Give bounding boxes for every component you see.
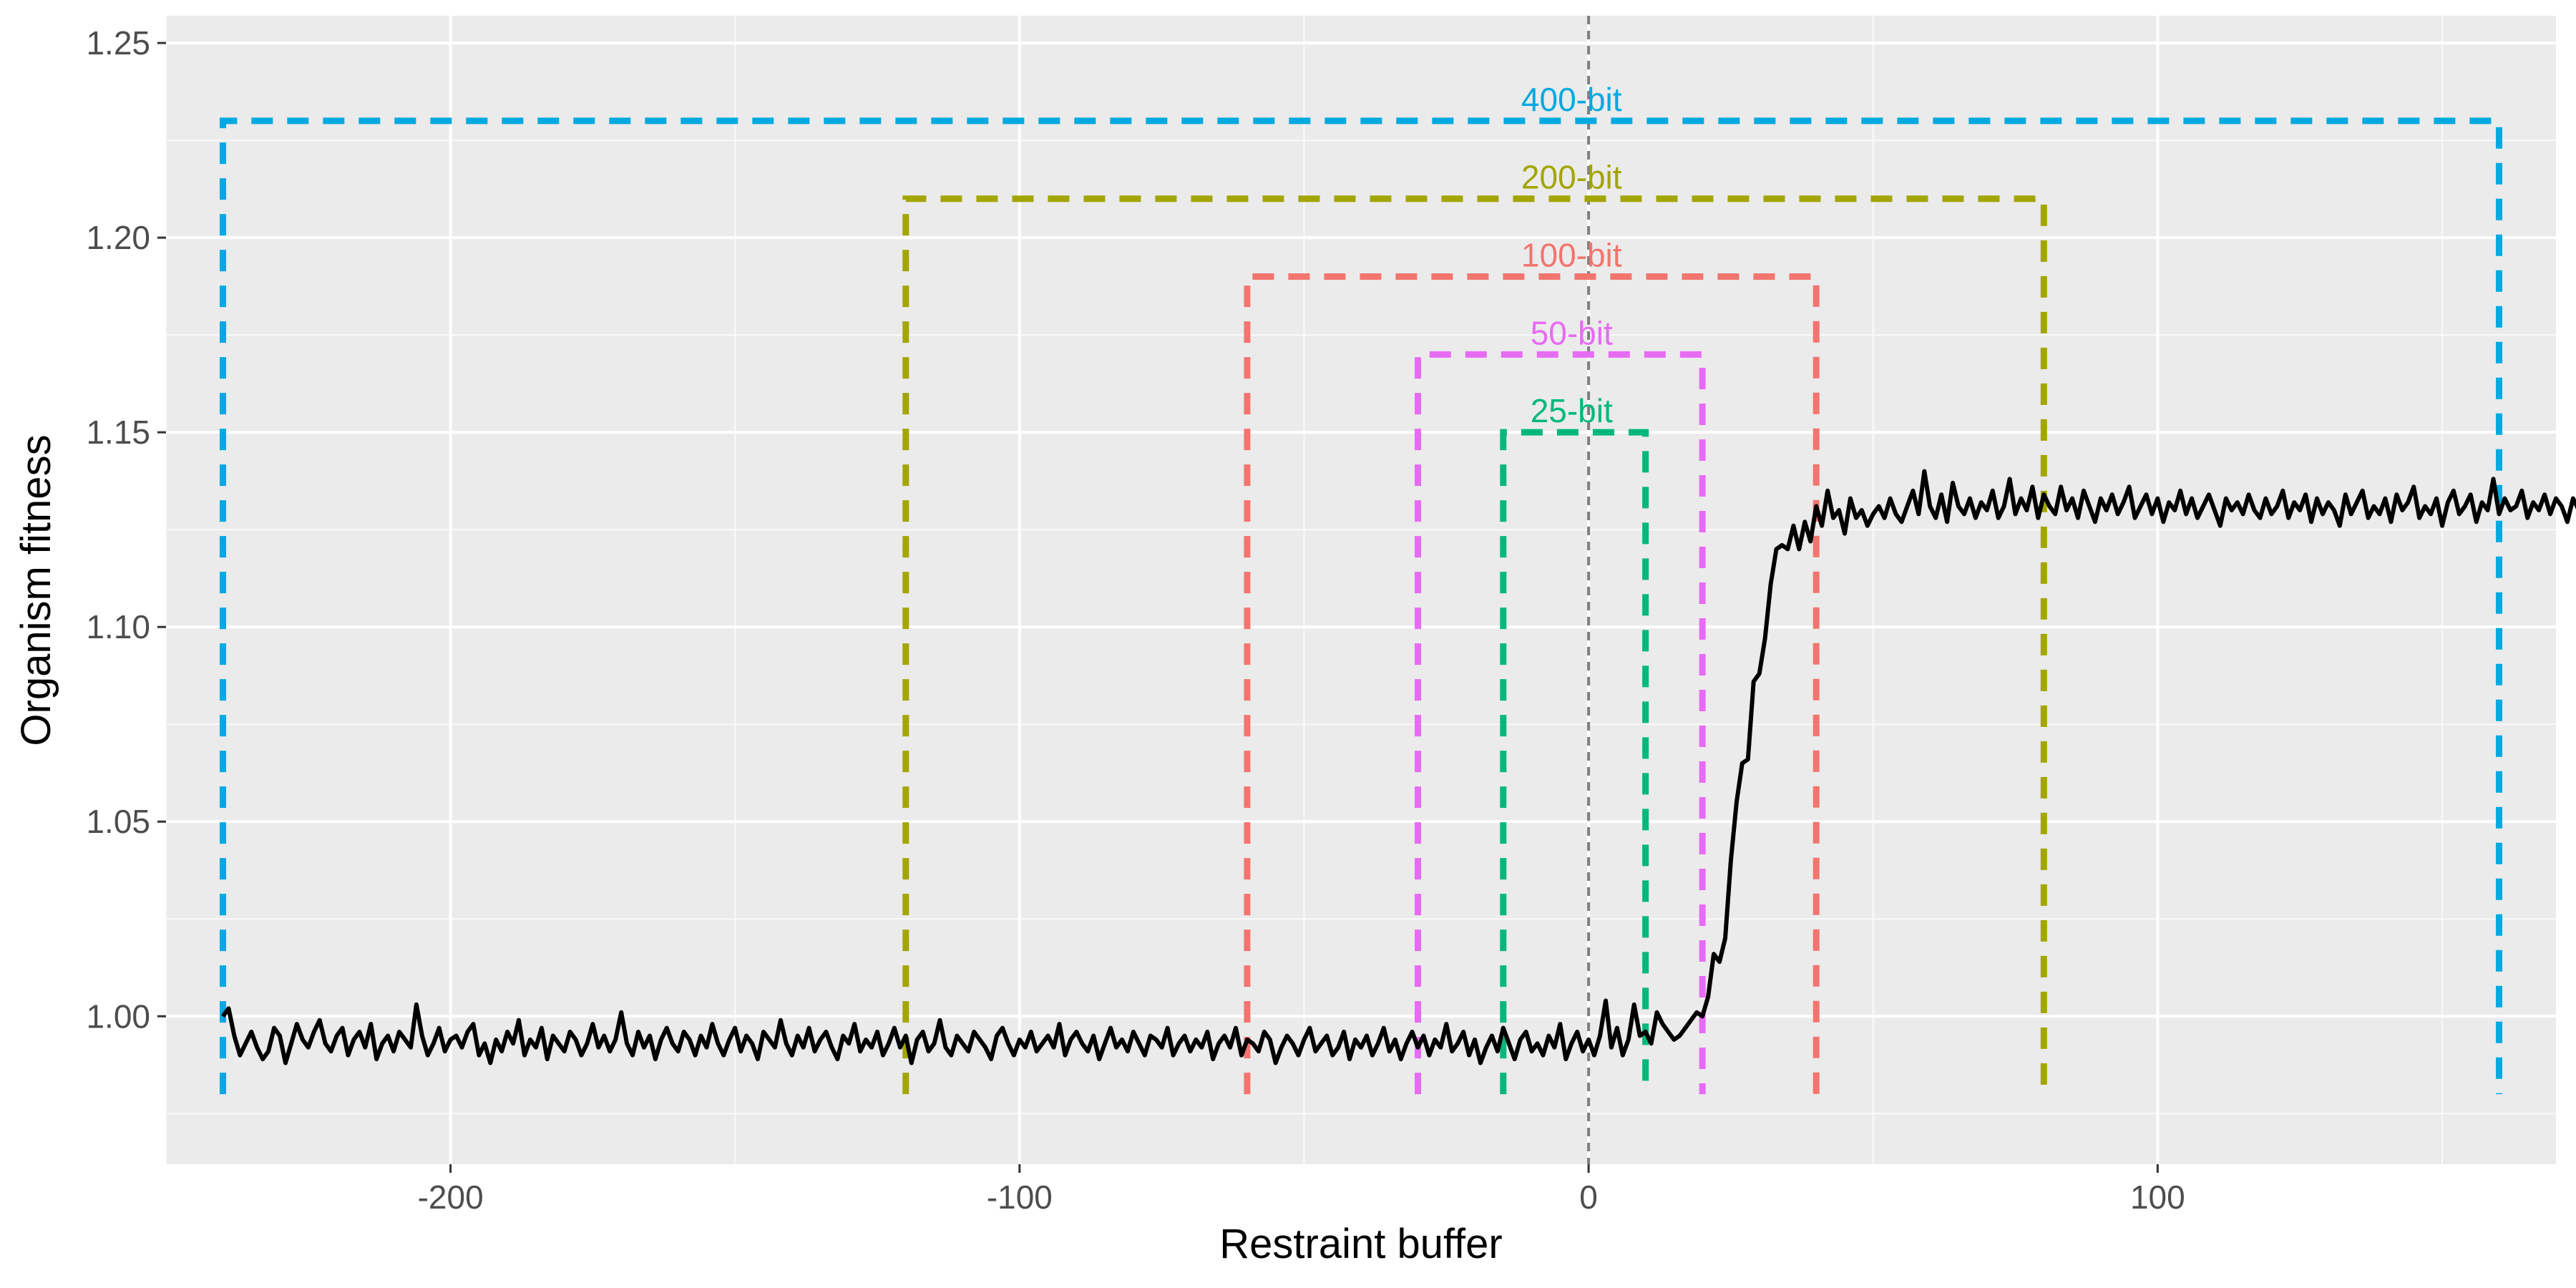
bracket-group: 400-bit 200-bit 100-bit 50-bit 25-bit xyxy=(220,81,2502,1095)
y-tick-label: 1.05 xyxy=(86,803,150,840)
x-tick-label: 0 xyxy=(1579,1179,1598,1216)
x-axis-title: Restraint buffer xyxy=(1219,1221,1502,1267)
y-axis-title: Organism fitness xyxy=(13,434,59,746)
bracket-label-400-bit: 400-bit xyxy=(1521,81,1622,118)
x-tick-label: -100 xyxy=(987,1179,1053,1216)
y-tick-label: 1.00 xyxy=(86,997,150,1035)
panel-background xyxy=(166,16,2556,1164)
y-tick-label: 1.25 xyxy=(86,24,150,62)
bracket-label-100-bit: 100-bit xyxy=(1521,237,1622,274)
bracket-200-bit xyxy=(902,195,2047,1095)
x-tick-label: -200 xyxy=(418,1179,484,1216)
y-tick-label: 1.10 xyxy=(86,608,150,645)
bracket-50-bit xyxy=(1415,351,1706,1095)
y-tick-label: 1.20 xyxy=(86,219,150,256)
bracket-label-50-bit: 50-bit xyxy=(1531,314,1613,351)
fitness-series-line xyxy=(221,469,2576,1065)
bracket-25-bit xyxy=(1500,429,1649,1095)
y-axis: 1.00 1.05 1.10 1.15 1.20 1.25 xyxy=(86,24,166,1035)
x-tick-label: 100 xyxy=(2130,1179,2185,1216)
x-axis: -200 -100 0 100 xyxy=(418,1164,2185,1216)
bracket-400-bit xyxy=(220,117,2502,1095)
bracket-label-25-bit: 25-bit xyxy=(1531,392,1613,429)
bracket-100-bit xyxy=(1244,273,1820,1095)
y-tick-label: 1.15 xyxy=(86,414,150,451)
bracket-label-200-bit: 200-bit xyxy=(1521,159,1622,196)
